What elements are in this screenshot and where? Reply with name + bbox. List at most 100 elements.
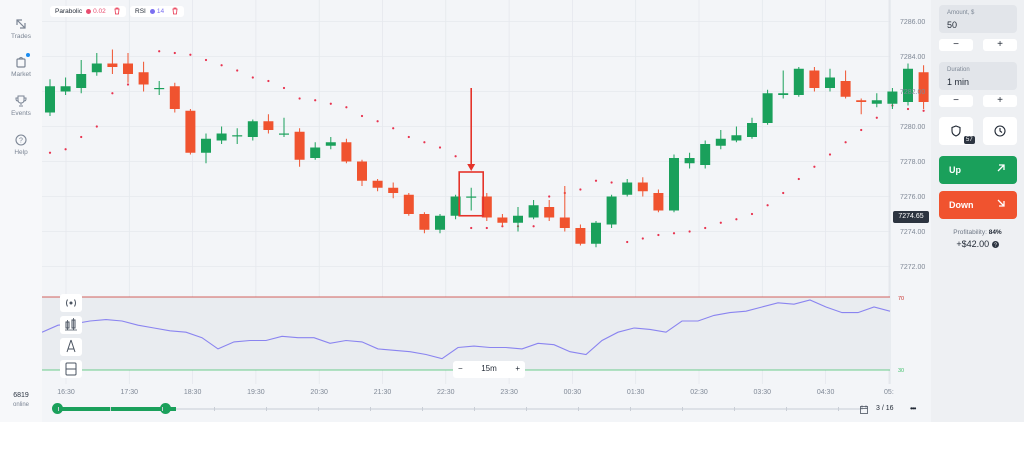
sar-dot — [594, 179, 598, 182]
shield-button[interactable]: 57 — [939, 117, 975, 145]
sar-dot — [298, 97, 301, 100]
up-button[interactable]: Up — [939, 156, 1017, 184]
timeline-handle-left[interactable] — [52, 403, 63, 414]
candle — [60, 77, 71, 95]
candle-body — [310, 147, 321, 158]
timeline-tick — [422, 407, 423, 411]
sar-dot — [282, 86, 286, 90]
rsi-upper-label: 70 — [898, 296, 904, 302]
sar-dot — [610, 181, 613, 184]
price-axis-label: 7286.00 — [900, 19, 925, 26]
sar-dot — [173, 51, 176, 55]
amount-minus-button[interactable]: − — [939, 39, 973, 51]
duration-plus-button[interactable]: + — [983, 95, 1017, 107]
amount-value[interactable]: 50 — [947, 20, 958, 30]
price-axis-label: 7284.00 — [900, 54, 925, 61]
svg-text:?: ? — [19, 138, 23, 145]
candle-body — [232, 135, 243, 137]
candle-body — [575, 228, 586, 244]
indicator-chip-rsi[interactable]: RSI 14 — [130, 6, 184, 17]
sidebar-item-label: Help — [14, 149, 28, 156]
duration-minus-button[interactable]: − — [939, 95, 973, 107]
duration-field[interactable]: Duration 1 min — [939, 62, 1017, 90]
candle — [216, 126, 227, 144]
candle-body — [528, 205, 539, 218]
sidebar-item-label: Events — [11, 110, 31, 117]
sar-dot — [126, 83, 130, 86]
indicator-chip-parabolic[interactable]: Parabolic 0.02 — [50, 6, 126, 17]
timeline-track — [58, 408, 863, 410]
candle — [325, 137, 336, 150]
candle — [466, 187, 477, 211]
profit-amount-row: +$42.00 ? — [931, 239, 1024, 249]
sar-dot — [470, 226, 473, 230]
time-axis-label: 19:30 — [247, 389, 265, 396]
amount-plus-button[interactable]: + — [983, 39, 1017, 51]
timeline-tick — [110, 407, 111, 411]
time-axis-label: 22:30 — [437, 389, 455, 396]
arrow-up-right-icon — [997, 164, 1005, 172]
sar-dot — [407, 135, 410, 139]
candle-body — [684, 158, 695, 164]
time-axis-label: 20:30 — [310, 389, 328, 396]
candle — [700, 140, 711, 169]
down-button[interactable]: Down — [939, 191, 1017, 219]
time-axis-label: 18:30 — [184, 389, 202, 396]
drawing-tool-button[interactable] — [60, 338, 82, 356]
price-axis: 7286.00 7284.00 7282.00 7280.00 7278.00 7276.… — [900, 19, 925, 271]
timeline-tick — [474, 407, 475, 411]
sar-dot — [688, 230, 691, 233]
timeline-tick — [162, 407, 163, 411]
candle — [793, 67, 804, 97]
candle-body — [481, 196, 492, 218]
timeline-tick — [630, 407, 631, 411]
sidebar-item-market[interactable]: Market — [0, 53, 42, 78]
sidebar-item-events[interactable]: Events — [0, 95, 42, 117]
sar-dot — [719, 221, 722, 224]
sidebar-item-trades[interactable]: Trades — [0, 18, 42, 40]
sidebar-item-help[interactable]: ? Help — [0, 134, 42, 156]
candle-body — [731, 135, 742, 141]
candles-icon — [65, 318, 77, 331]
candle — [669, 154, 679, 213]
indicators-tool-button[interactable] — [60, 316, 82, 334]
candle-body — [372, 180, 383, 188]
sar-dot — [672, 232, 676, 235]
trash-icon[interactable] — [171, 7, 179, 15]
layout-tool-button[interactable] — [60, 360, 82, 378]
calendar-icon[interactable] — [860, 405, 868, 414]
time-axis-label: 05: — [884, 389, 894, 396]
chart-area[interactable]: 7286.00 7284.00 7282.00 7280.00 7278.00 7276.… — [42, 0, 931, 422]
sar-dot — [797, 177, 800, 181]
candle — [622, 179, 633, 197]
sar-dot — [438, 146, 442, 149]
candle-body — [185, 110, 196, 153]
timeframe-value[interactable]: 15m — [481, 364, 497, 373]
candle-body — [918, 72, 929, 102]
candle-body — [840, 81, 851, 97]
more-options-button[interactable]: ••• — [910, 404, 916, 413]
candle — [747, 117, 757, 139]
timeframe-minus-button[interactable]: − — [458, 364, 463, 373]
sar-dot — [485, 226, 488, 230]
candle-body — [341, 142, 352, 162]
duration-value[interactable]: 1 min — [947, 77, 970, 87]
candle — [809, 67, 820, 92]
price-chart[interactable]: 7286.00 7284.00 7282.00 7280.00 7278.00 7276.… — [42, 0, 931, 402]
info-icon[interactable]: ? — [991, 241, 999, 249]
timeframe-plus-button[interactable]: + — [515, 364, 520, 373]
amount-field[interactable]: Amount, $ 50 — [939, 5, 1017, 33]
trash-icon[interactable] — [113, 7, 121, 15]
candle — [169, 82, 180, 113]
candle-body — [622, 182, 633, 195]
online-count: 6819 — [13, 392, 29, 399]
timer-button[interactable] — [983, 117, 1017, 145]
clock-icon — [994, 125, 1006, 137]
candle — [91, 53, 102, 76]
candle-body — [388, 187, 399, 193]
timeline-scrubber[interactable]: 3 / 16 ••• — [42, 402, 931, 416]
sar-dot — [251, 76, 254, 79]
candle-body — [247, 121, 258, 137]
signals-tool-button[interactable] — [60, 294, 82, 312]
timeline-handle-right[interactable] — [160, 403, 171, 414]
